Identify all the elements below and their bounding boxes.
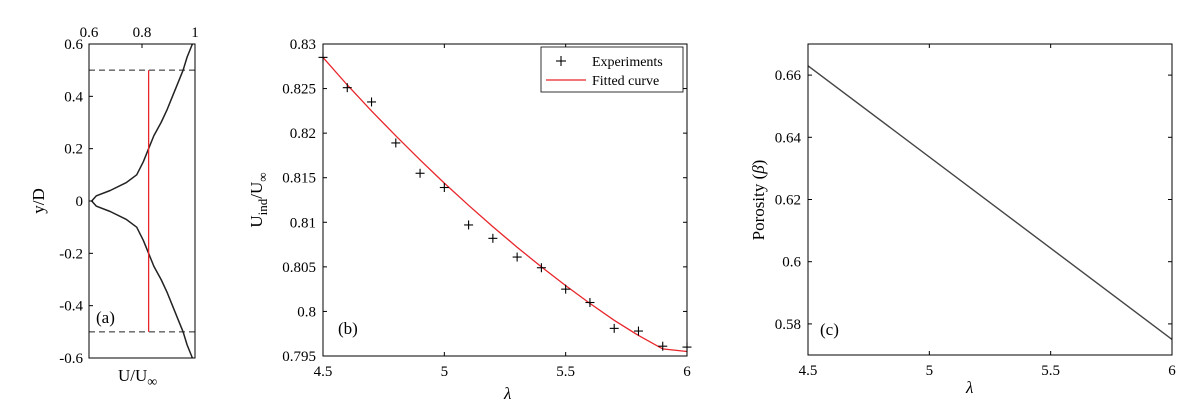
panel-b-experiment-point (585, 298, 595, 308)
panel-b-experiment-point (633, 326, 643, 336)
panel-b-experiment-point (512, 252, 522, 262)
panel-a-y-axis-title: y/D (29, 188, 48, 214)
panel-b-ytick-label-1: 0.825 (282, 82, 316, 98)
panel-b-ytick-label-0: 0.83 (290, 37, 316, 53)
panel-a-ytick-label-2: 0.2 (64, 142, 83, 158)
panel-a-xtick-label-2: 1 (191, 25, 199, 41)
panel-c-ytick-label-4: 0.58 (775, 317, 801, 333)
legend-fitted-curve-text: Fitted curve (592, 74, 659, 89)
panel-a-ytick-label-5: -0.4 (59, 299, 83, 315)
legend-experiments-marker (556, 56, 566, 66)
panel-a-x-axis-title: U/U∞ (118, 366, 157, 390)
panel-c-ytick-label-1: 0.64 (775, 130, 802, 146)
panel-a-label: (a) (96, 308, 115, 327)
panel-b-ytick-label-5: 0.805 (282, 260, 316, 276)
panel-b-experiment-point (658, 341, 668, 351)
panel-c: 4.5 5 5.5 6 0.66 0.64 0.62 0.6 0.58 (c) Porosity… (749, 43, 1176, 397)
panel-b-axes-box (322, 43, 688, 357)
panel-b-experiment-point (488, 233, 498, 243)
panel-c-ticks: 4.5 5 5.5 6 0.66 0.64 0.62 0.6 0.58 (775, 44, 1176, 379)
panel-a-ytick-label-4: -0.2 (59, 246, 83, 262)
panel-b-fitted-curve (322, 56, 688, 353)
panel-b-experiment-point (561, 284, 571, 294)
panel-c-axes-box (807, 43, 1173, 356)
panel-a-ticks: 0.6 0.4 0.2 0 -0.2 -0.4 -0.6 0.6 0.8 1 (59, 25, 199, 367)
panel-c-ytick-label-2: 0.62 (775, 193, 801, 209)
panel-b-experiment-point (367, 97, 377, 107)
panel-b-experiment-point (342, 83, 352, 93)
legend-experiments-text: Experiments (592, 55, 663, 70)
panel-b-experiment-point (464, 220, 474, 230)
panel-b-ticks: 4.5 5 5.5 6 0.83 0.825 0.82 0.815 0.81 0.805 0.8 0.… (282, 37, 691, 380)
panel-c-xtick-label-3: 6 (1168, 363, 1176, 379)
panel-b-ytick-label-6: 0.8 (297, 304, 316, 320)
panel-b-ytick-label-2: 0.82 (290, 126, 316, 142)
panel-a: 0.6 0.4 0.2 0 -0.2 -0.4 -0.6 0.6 0.8 1 (a) y/D U/… (29, 25, 199, 390)
panel-b-y-axis-title: Uind/U∞ (247, 172, 270, 227)
panel-b-ytick-label-4: 0.81 (290, 215, 316, 231)
panel-c-ytick-label-0: 0.66 (775, 68, 802, 84)
panel-c-xtick-label-0: 4.5 (799, 363, 818, 379)
panel-a-xtick-label-1: 0.8 (133, 25, 152, 41)
panel-b-xtick-label-3: 6 (683, 364, 691, 380)
panel-b: 4.5 5 5.5 6 0.83 0.825 0.82 0.815 0.81 0.805 0.8 0.… (247, 37, 692, 403)
panel-c-label: (c) (820, 320, 839, 339)
panel-a-xtick-label-0: 0.6 (80, 25, 99, 41)
panel-b-experiment-point (391, 138, 401, 148)
panel-c-y-axis-title: Porosity (β) (749, 160, 768, 241)
panel-b-experiment-point (536, 263, 546, 273)
panel-b-legend: Experiments Fitted curve (540, 46, 684, 93)
panel-a-ytick-label-0: 0.6 (64, 37, 83, 53)
panel-b-xtick-label-2: 5.5 (556, 364, 575, 380)
panel-c-x-axis-title: λ (965, 378, 973, 397)
panel-a-ytick-label-1: 0.4 (64, 89, 83, 105)
panel-b-experiment-point (609, 323, 619, 333)
panel-b-ytick-label-7: 0.795 (282, 349, 316, 365)
panel-b-marks (318, 52, 692, 353)
panel-b-xtick-label-1: 5 (441, 364, 449, 380)
panel-c-porosity-line (807, 65, 1173, 340)
panel-b-x-axis-title: λ (503, 384, 511, 403)
panel-b-xtick-label-0: 4.5 (314, 364, 333, 380)
panel-c-xtick-label-2: 5.5 (1041, 363, 1060, 379)
panel-a-dashed-lines (89, 69, 195, 333)
legend-box (540, 46, 684, 93)
panel-b-experiment-point (439, 183, 449, 193)
panel-a-ytick-label-6: -0.6 (59, 351, 83, 367)
panel-b-ytick-label-3: 0.815 (282, 171, 316, 187)
panel-c-xtick-label-1: 5 (926, 363, 934, 379)
panel-a-ytick-label-3: 0 (76, 194, 84, 210)
panel-b-experiment-point (415, 168, 425, 178)
panel-c-ytick-label-3: 0.6 (782, 255, 801, 271)
panel-c-marks (807, 65, 1173, 340)
panel-b-label: (b) (338, 319, 358, 338)
